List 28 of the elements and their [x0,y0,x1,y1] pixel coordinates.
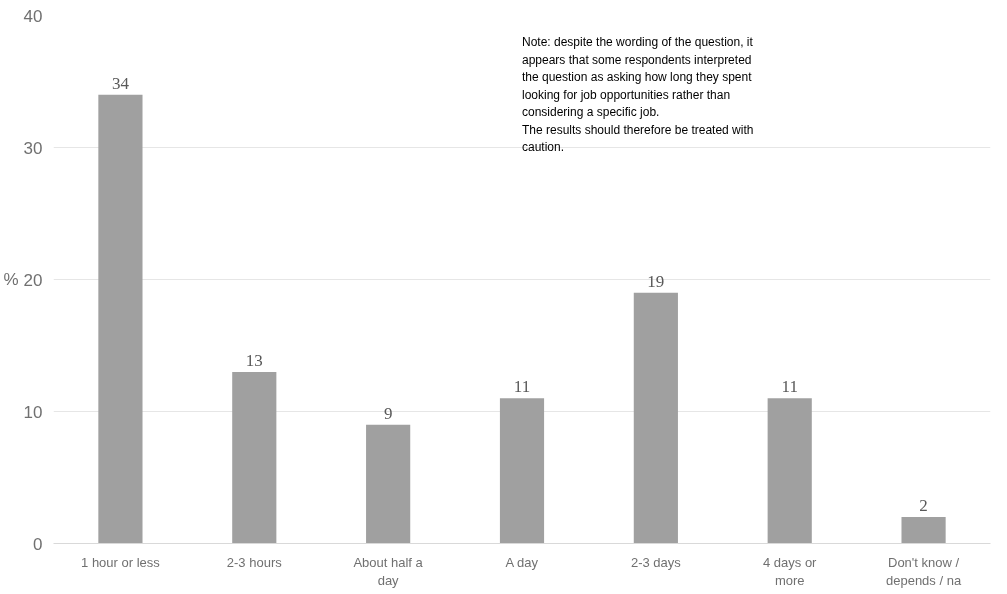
bar [232,371,277,544]
x-tick-label: A day [505,554,539,570]
y-tick-label: 0 [33,534,43,554]
bar [901,517,946,544]
x-tick-label: 1 hour or less [81,554,161,570]
x-tick-label: 2-3 days [630,554,682,570]
data-label: 13 [245,350,263,370]
data-label: 11 [781,377,798,397]
data-label: 34 [111,73,130,93]
x-tick-label: 4 days or more [762,554,818,588]
data-label: 2 [919,496,928,516]
y-tick-label: 10 [23,402,43,422]
y-tick-label: 40 [23,6,43,26]
bar [366,424,411,544]
y-axis-title: % [3,270,19,289]
x-tick-label: 2-3 hours [226,554,283,570]
bar [98,94,143,544]
y-tick-label: 30 [23,138,43,158]
data-label: 9 [383,403,393,423]
bar [767,398,812,544]
data-label: 11 [513,377,531,397]
bar [499,398,545,544]
x-tick-label: About half a day [353,554,424,588]
x-tick-label: Don't know / depends / na [885,554,962,588]
y-tick-label: 20 [23,270,43,290]
data-label: 19 [647,271,665,291]
bar [633,292,678,544]
annotation: Note: despite the wording of the question, it appears that some respondents interpreted the question as asking how long they spent looking for job opportunities rather than considering a specific job. The results should therefore be treated with caution. [522,35,754,155]
